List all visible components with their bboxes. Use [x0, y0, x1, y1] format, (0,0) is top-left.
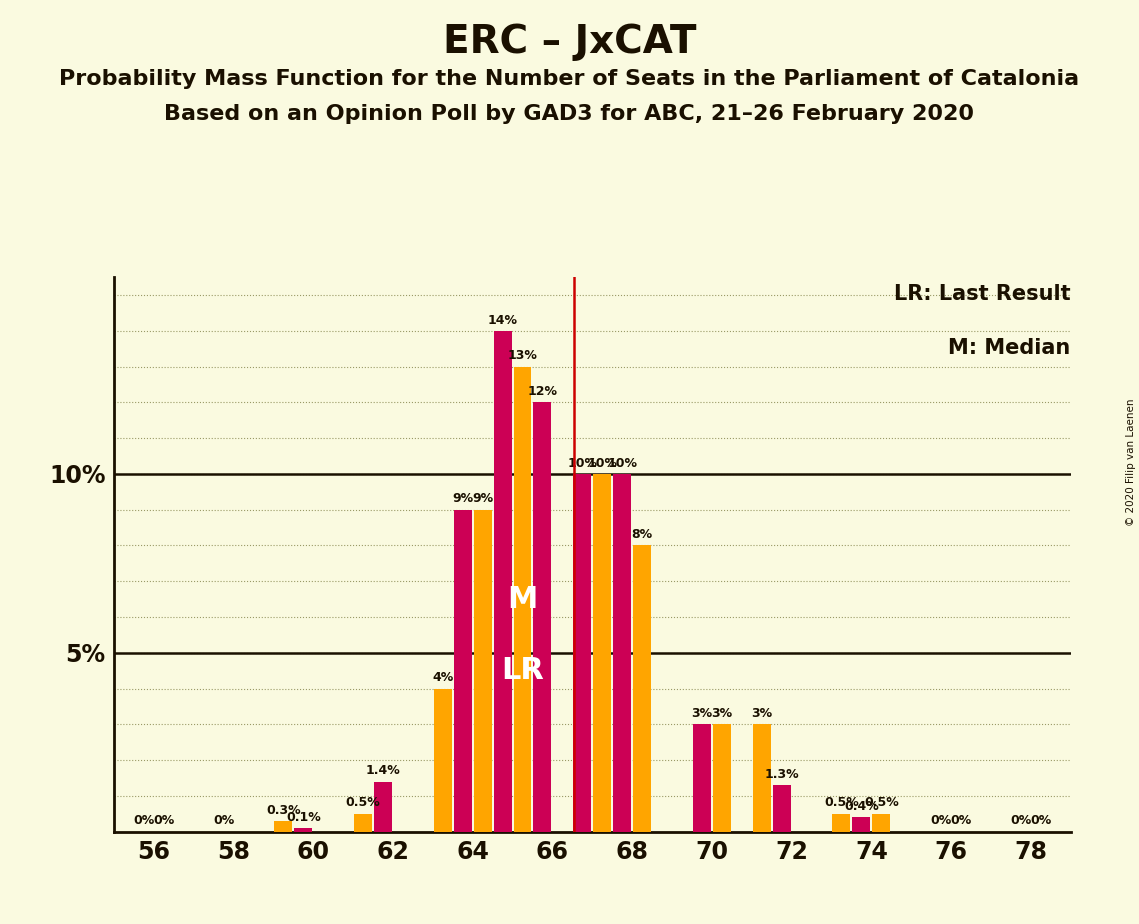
Bar	[872, 814, 891, 832]
Bar	[772, 785, 790, 832]
Text: 0%: 0%	[1030, 814, 1051, 827]
Text: 1.4%: 1.4%	[366, 764, 401, 777]
Text: Probability Mass Function for the Number of Seats in the Parliament of Catalonia: Probability Mass Function for the Number…	[59, 69, 1080, 90]
Text: 0%: 0%	[133, 814, 155, 827]
Text: 13%: 13%	[508, 349, 538, 362]
Text: LR: Last Result: LR: Last Result	[894, 285, 1071, 304]
Bar	[633, 545, 652, 832]
Text: 3%: 3%	[751, 707, 772, 720]
Text: 3%: 3%	[711, 707, 732, 720]
Bar	[514, 367, 532, 832]
Text: M: M	[507, 585, 538, 614]
Text: 0.3%: 0.3%	[267, 804, 301, 817]
Bar	[453, 510, 472, 832]
Text: 10%: 10%	[588, 456, 617, 469]
Bar	[833, 814, 851, 832]
Bar	[533, 402, 551, 832]
Bar	[434, 688, 452, 832]
Text: 0.1%: 0.1%	[286, 810, 321, 823]
Bar	[573, 474, 591, 832]
Text: 10%: 10%	[607, 456, 637, 469]
Bar	[852, 818, 870, 832]
Bar	[753, 724, 771, 832]
Bar	[613, 474, 631, 832]
Text: 0%: 0%	[931, 814, 952, 827]
Text: 0.5%: 0.5%	[863, 796, 899, 809]
Text: 12%: 12%	[527, 385, 557, 398]
Text: 0.5%: 0.5%	[823, 796, 859, 809]
Bar	[593, 474, 612, 832]
Bar	[274, 821, 293, 832]
Bar	[374, 782, 392, 832]
Bar	[493, 331, 511, 832]
Text: 0%: 0%	[153, 814, 174, 827]
Text: 4%: 4%	[432, 671, 453, 685]
Text: ERC – JxCAT: ERC – JxCAT	[443, 23, 696, 61]
Text: 0.5%: 0.5%	[345, 796, 380, 809]
Text: 8%: 8%	[631, 529, 653, 541]
Bar	[354, 814, 372, 832]
Text: 14%: 14%	[487, 313, 517, 326]
Bar	[713, 724, 731, 832]
Text: M: Median: M: Median	[949, 338, 1071, 358]
Bar	[294, 828, 312, 832]
Text: 0%: 0%	[1010, 814, 1032, 827]
Text: 1.3%: 1.3%	[764, 768, 798, 781]
Text: LR: LR	[501, 656, 544, 685]
Text: 0%: 0%	[950, 814, 972, 827]
Bar	[693, 724, 711, 832]
Text: 0.4%: 0.4%	[844, 800, 879, 813]
Text: © 2020 Filip van Laenen: © 2020 Filip van Laenen	[1125, 398, 1136, 526]
Text: 9%: 9%	[472, 492, 493, 505]
Text: 3%: 3%	[691, 707, 713, 720]
Bar	[474, 510, 492, 832]
Text: 9%: 9%	[452, 492, 474, 505]
Text: 0%: 0%	[213, 814, 235, 827]
Text: Based on an Opinion Poll by GAD3 for ABC, 21–26 February 2020: Based on an Opinion Poll by GAD3 for ABC…	[164, 104, 975, 125]
Text: 10%: 10%	[567, 456, 597, 469]
